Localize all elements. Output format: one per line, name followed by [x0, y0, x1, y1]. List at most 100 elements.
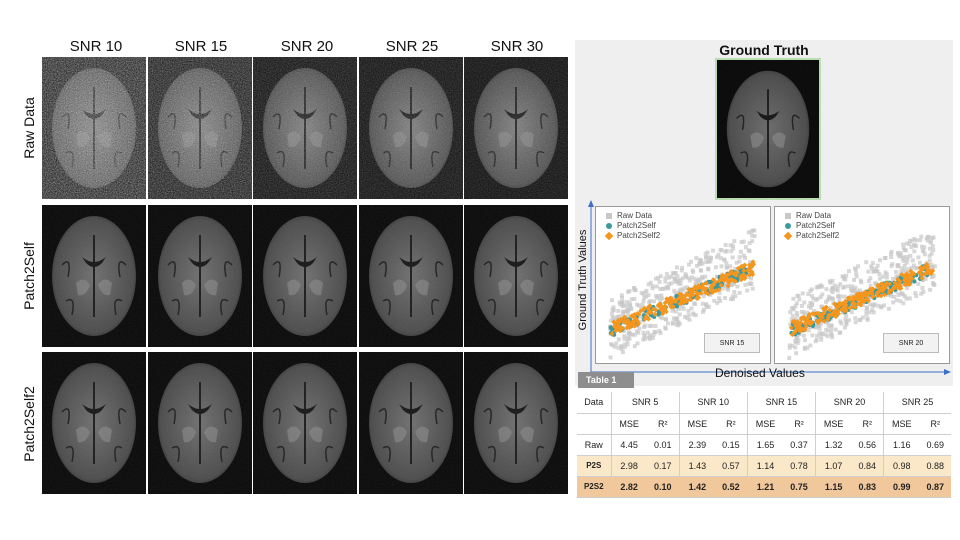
brain-image-raw-data-snr-20	[253, 57, 357, 199]
column-header-snr-20: SNR 20	[280, 38, 334, 55]
row-label: Raw	[577, 434, 611, 456]
column-header-snr-10: SNR 10	[69, 38, 123, 55]
cell-value: 0.52	[715, 476, 748, 498]
cell-value: 1.32	[814, 434, 852, 456]
table-row-p2s2: P2S2 2.82 0.10 1.42 0.52 1.21 0.75 1.15 0.83…	[577, 476, 951, 498]
cell-value: 0.98	[883, 455, 920, 477]
brain-image-patch2self-snr-30	[464, 205, 568, 347]
brain-image-patch2self2-snr-15	[148, 352, 252, 494]
legend: Raw Data Patch2Self Patch2Self2	[783, 211, 840, 241]
table-header-snr-10: SNR 10	[678, 392, 748, 414]
legend-swatch-raw	[606, 213, 612, 219]
table-sub-header-row: MSE R² MSE R² MSE R² MSE R² MSE R²	[577, 413, 951, 435]
cell-value: 0.56	[851, 434, 884, 456]
cell-value: 0.37	[783, 434, 816, 456]
cell-value: 2.82	[610, 476, 647, 498]
legend-label-p2s: Patch2Self	[796, 221, 835, 230]
legend-label-raw: Raw Data	[617, 211, 653, 220]
legend-label-p2s2: Patch2Self2	[796, 231, 840, 240]
brain-image-raw-data-snr-10	[42, 57, 146, 199]
scatter-plot-snr-20: Raw Data Patch2Self Patch2Self2 SNR 20	[774, 206, 950, 364]
cell-value: 2.98	[610, 455, 647, 477]
legend-swatch-p2s2	[783, 231, 793, 241]
brain-image-patch2self2-snr-20	[253, 352, 357, 494]
brain-image-patch2self2-snr-30	[464, 352, 568, 494]
cell-value: 0.17	[646, 455, 680, 477]
cell-value: 0.83	[851, 476, 884, 498]
table-subheader-mse: MSE	[883, 413, 920, 435]
brain-image-raw-data-snr-15	[148, 57, 252, 199]
table-subheader-r2: R²	[851, 413, 884, 435]
cell-value: 1.16	[883, 434, 920, 456]
column-header-snr-25: SNR 25	[385, 38, 439, 55]
row-label: P2S	[577, 455, 611, 477]
brain-image-patch2self-snr-15	[148, 205, 252, 347]
cell-value: 1.21	[746, 476, 784, 498]
brain-image-patch2self-snr-10	[42, 205, 146, 347]
cell-value: 0.88	[919, 455, 951, 477]
cell-value: 0.99	[883, 476, 920, 498]
cell-value: 0.87	[919, 476, 951, 498]
legend: Raw Data Patch2Self Patch2Self2	[604, 211, 661, 241]
brain-image-patch2self2-snr-10	[42, 352, 146, 494]
cell-value: 0.57	[715, 455, 748, 477]
brain-image-patch2self-snr-20	[253, 205, 357, 347]
table-subheader-mse: MSE	[746, 413, 784, 435]
legend-swatch-raw	[785, 213, 791, 219]
brain-image-patch2self-snr-25	[359, 205, 463, 347]
table-tab-label: Table 1	[578, 372, 634, 388]
table-group-header-row: Data SNR 5 SNR 10 SNR 15 SNR 20 SNR 25	[577, 392, 951, 414]
ground-truth-image	[715, 58, 821, 200]
table-subheader-mse: MSE	[678, 413, 716, 435]
cell-value: 2.39	[678, 434, 716, 456]
legend-label-raw: Raw Data	[796, 211, 832, 220]
table-header-snr-20: SNR 20	[814, 392, 884, 414]
scatter-points-snr-15	[607, 228, 757, 360]
table-header-data: Data	[577, 392, 611, 414]
row-label: P2S2	[577, 476, 611, 498]
table-subheader-mse: MSE	[610, 413, 647, 435]
table-subheader-r2: R²	[715, 413, 748, 435]
brain-image-grid: SNR 10 SNR 15 SNR 20 SNR 25 SNR 30 Raw D…	[21, 38, 568, 494]
table-header-snr-15: SNR 15	[746, 392, 816, 414]
column-header-snr-30: SNR 30	[490, 38, 544, 55]
legend-swatch-p2s	[606, 223, 612, 229]
table-subheader-mse: MSE	[814, 413, 852, 435]
cell-value: 0.84	[851, 455, 884, 477]
row-header-patch2self2: Patch2Self2	[21, 386, 37, 462]
cell-value: 1.15	[814, 476, 852, 498]
cell-value: 1.42	[678, 476, 716, 498]
snr-label-box: SNR 15	[704, 333, 760, 353]
legend-swatch-p2s2	[604, 231, 614, 241]
legend-swatch-p2s	[785, 223, 791, 229]
cell-value: 1.65	[746, 434, 784, 456]
cell-value: 4.45	[610, 434, 647, 456]
cell-value: 0.69	[919, 434, 951, 456]
results-table: Data SNR 5 SNR 10 SNR 15 SNR 20 SNR 25 M…	[577, 392, 951, 498]
row-header-patch2self: Patch2Self	[21, 242, 37, 310]
cell-value: 0.78	[783, 455, 816, 477]
table-row-p2s: P2S 2.98 0.17 1.43 0.57 1.14 0.78 1.07 0.84 …	[577, 455, 951, 477]
scatter-points-snr-20	[787, 234, 937, 360]
legend-label-p2s: Patch2Self	[617, 221, 656, 230]
cell-value: 0.10	[646, 476, 680, 498]
cell-value: 1.07	[814, 455, 852, 477]
cell-value: 0.15	[715, 434, 748, 456]
table-row-raw: Raw 4.45 0.01 2.39 0.15 1.65 0.37 1.32 0.56 …	[577, 434, 951, 456]
cell-value: 1.14	[746, 455, 784, 477]
cell-value: 0.75	[783, 476, 816, 498]
x-axis-label: Denoised Values	[715, 366, 805, 380]
scatter-plot-snr-15: Raw Data Patch2Self Patch2Self2 SNR 15	[595, 206, 771, 364]
ground-truth-panel: Ground Truth Ground Truth Values Denoise…	[575, 40, 953, 386]
ground-truth-title: Ground Truth	[719, 42, 809, 58]
column-header-snr-15: SNR 15	[174, 38, 228, 55]
row-header-raw-data: Raw Data	[21, 97, 37, 159]
brain-image-raw-data-snr-25	[359, 57, 463, 199]
brain-image-raw-data-snr-30	[464, 57, 568, 199]
table-subheader-r2: R²	[919, 413, 951, 435]
brain-image-patch2self2-snr-25	[359, 352, 463, 494]
snr-label-box: SNR 20	[883, 333, 939, 353]
legend-label-p2s2: Patch2Self2	[617, 231, 661, 240]
table-header-snr-5: SNR 5	[610, 392, 680, 414]
cell-value: 0.01	[646, 434, 680, 456]
